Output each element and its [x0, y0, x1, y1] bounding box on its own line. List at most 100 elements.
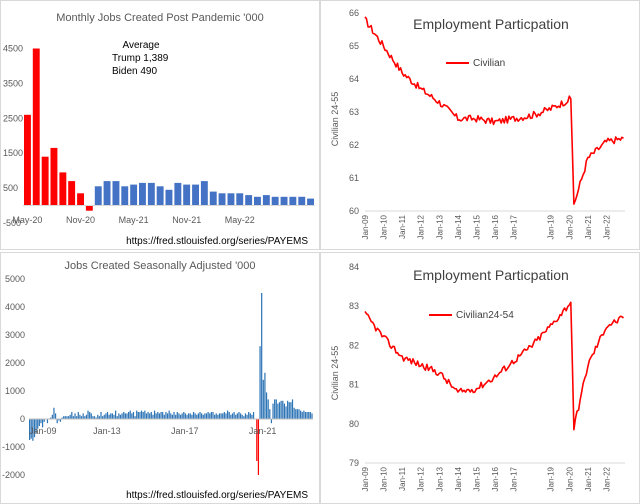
bar — [271, 196, 279, 206]
bar — [308, 412, 310, 419]
bar — [246, 414, 248, 419]
bar — [157, 412, 159, 419]
bar — [188, 413, 190, 419]
annotation-average: Average — [122, 40, 160, 51]
bar — [147, 412, 149, 419]
bar — [41, 419, 44, 428]
legend-label: Civilian24-54 — [456, 310, 514, 321]
x-tick-label: Jan-15 — [472, 214, 481, 239]
bar — [257, 419, 260, 475]
bar — [183, 412, 185, 419]
bar — [95, 417, 97, 419]
legend-label: Civilian — [473, 58, 505, 69]
bar — [282, 400, 284, 419]
bar — [212, 412, 214, 419]
bar — [165, 189, 173, 206]
bar — [79, 414, 81, 419]
bar — [46, 419, 49, 424]
source-url: https://fred.stlouisfed.org/series/PAYEM… — [126, 490, 308, 501]
bar — [304, 412, 307, 419]
bar — [269, 409, 271, 419]
bar — [51, 414, 53, 419]
bar — [97, 414, 99, 419]
bar — [236, 413, 238, 419]
bar — [84, 416, 86, 419]
participation-panel-2: Employment Particpation Civilian24-54 Ci… — [320, 252, 640, 504]
x-tick-label: Jan-19 — [547, 214, 556, 239]
jobs-seasonal-panel: Jobs Created Seasonally Adjusted '000 ht… — [0, 252, 320, 504]
bar — [115, 410, 117, 419]
bar — [38, 419, 40, 426]
bar — [35, 419, 37, 433]
bar — [147, 182, 155, 206]
bar — [71, 412, 73, 419]
bar — [59, 172, 67, 206]
jobs-seasonal-chart: Jobs Created Seasonally Adjusted '000 ht… — [2, 260, 313, 501]
y-tick-label: 500 — [3, 183, 18, 193]
bar — [142, 412, 144, 419]
bar — [134, 416, 136, 419]
bar — [54, 413, 57, 419]
x-tick-label: Jan-20 — [565, 214, 574, 239]
bar — [66, 416, 68, 419]
series-line — [364, 301, 625, 431]
monthly-jobs-chart: Monthly Jobs Created Post Pandemic '000 … — [3, 12, 315, 247]
x-tick-label: Jan-13 — [93, 426, 121, 436]
bar — [153, 410, 156, 419]
bar — [144, 410, 146, 419]
bar — [160, 412, 162, 419]
bar — [116, 416, 118, 419]
bar — [283, 403, 286, 419]
bar — [139, 412, 141, 419]
x-tick-label: Jan-12 — [417, 466, 426, 491]
y-axis-label: Civilian 24-55 — [330, 92, 340, 147]
y-tick-label: 82 — [349, 340, 359, 350]
y-tick-label: 60 — [349, 206, 359, 216]
bar — [298, 196, 306, 206]
x-tick-label: Jan-21 — [249, 426, 277, 436]
bar — [303, 410, 305, 419]
bar — [43, 419, 45, 422]
bar — [136, 410, 138, 419]
bar — [239, 413, 242, 419]
bar — [236, 193, 244, 206]
bar — [215, 413, 217, 419]
bar — [174, 182, 182, 206]
y-tick-label: 63 — [349, 107, 359, 117]
bar — [163, 414, 165, 419]
bar — [121, 186, 129, 206]
bar — [152, 414, 154, 419]
bar — [222, 413, 224, 419]
bar — [293, 407, 295, 419]
x-tick-label: Jan-12 — [417, 214, 426, 239]
bar — [132, 412, 135, 419]
bar — [127, 412, 130, 419]
bar — [290, 402, 292, 419]
bar — [137, 412, 139, 419]
bar — [40, 419, 42, 424]
bar — [100, 412, 102, 419]
bar — [270, 419, 273, 424]
bar — [126, 413, 128, 419]
bar — [158, 413, 161, 419]
bar — [226, 410, 229, 419]
y-tick-label: 83 — [349, 301, 359, 311]
y-tick-label: 61 — [349, 173, 359, 183]
bar — [131, 413, 133, 419]
bar — [103, 414, 105, 419]
bar — [202, 414, 204, 419]
bar — [76, 416, 78, 419]
y-tick-label: 4000 — [5, 302, 25, 312]
bar — [204, 413, 206, 419]
x-tick-label: Jan-17 — [510, 214, 519, 239]
bar — [209, 413, 211, 419]
bar — [225, 413, 227, 419]
x-tick-label: Jan-21 — [584, 466, 593, 491]
bar — [191, 414, 193, 419]
x-tick-label: May-20 — [12, 215, 42, 225]
x-tick-label: Jan-10 — [380, 214, 389, 239]
y-tick-label: 3000 — [5, 330, 25, 340]
bar — [30, 419, 32, 439]
y-tick-label: -1000 — [2, 442, 25, 452]
bar — [262, 195, 270, 206]
